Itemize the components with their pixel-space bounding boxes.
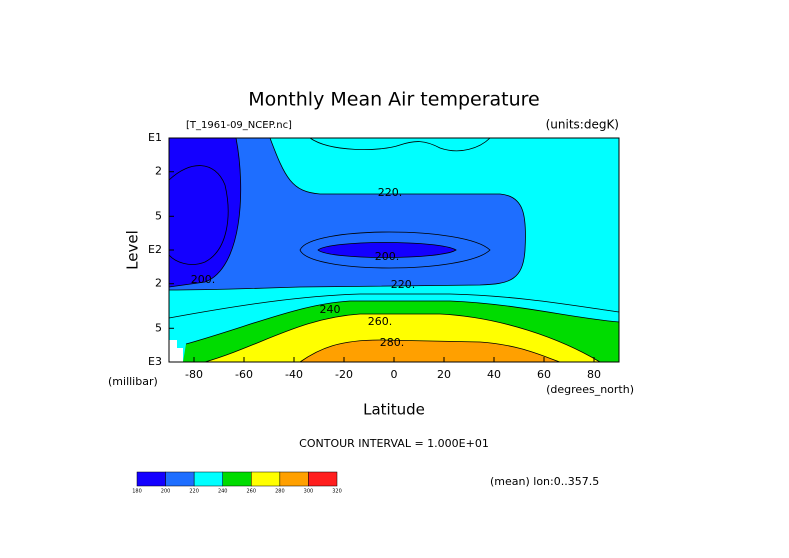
contour-line (309, 137, 491, 152)
region (300, 340, 560, 362)
colorbar-box (251, 471, 281, 487)
contour-line (299, 339, 561, 363)
contour-label: 280. (380, 336, 405, 349)
contour-line (317, 242, 457, 258)
x-tick-label: 40 (487, 368, 501, 381)
y-tick-label: E1 (148, 131, 162, 144)
x-tick-label: -60 (235, 368, 253, 381)
x-axis-label: Latitude (363, 401, 425, 419)
contour-label: 200. (375, 250, 400, 263)
contour-label: 240 (320, 303, 341, 316)
colorbar-label: 260 (247, 489, 257, 495)
contour-line (204, 313, 601, 363)
y-tick-label: 5 (155, 209, 162, 222)
contour-line (168, 293, 620, 319)
colorbar-box (136, 471, 166, 487)
contour-line (299, 231, 491, 269)
contour-interval: CONTOUR INTERVAL = 1.000E+01 (299, 437, 489, 450)
colorbar-label: 300 (304, 489, 314, 495)
colorbar-label: 240 (218, 489, 228, 495)
units: (units:degK) (546, 118, 619, 132)
contour-lines (168, 137, 620, 363)
x-tick-label: 60 (537, 368, 551, 381)
colorbar-label: 280 (275, 489, 285, 495)
contour-label: 200. (191, 273, 216, 286)
contour-line (168, 165, 229, 265)
y-tick-label: 2 (155, 277, 162, 290)
colorbar-box (165, 471, 195, 487)
missing-region (169, 340, 183, 362)
x-tick-label: 0 (391, 368, 398, 381)
x-tick-label: -40 (285, 368, 303, 381)
colorbar-label: 320 (332, 489, 342, 495)
contour-line (185, 300, 620, 345)
contour-line (168, 137, 242, 288)
contour-fill (169, 138, 619, 362)
contour-label: 220. (378, 186, 403, 199)
colorbar-label: 200 (161, 489, 171, 495)
y-unit: (millibar) (108, 375, 158, 388)
y-tick-label: 5 (155, 321, 162, 334)
colorbar-box (222, 471, 252, 487)
colorbar-box (308, 471, 338, 487)
x-tick-label: -80 (185, 368, 203, 381)
colorbar-box (193, 471, 223, 487)
x-tick-label: -20 (335, 368, 353, 381)
annotation: (mean) lon:0..357.5 (490, 475, 599, 488)
contour-line (168, 137, 526, 291)
region (318, 242, 456, 258)
colorbar-box (279, 471, 309, 487)
y-tick-label: 2 (155, 165, 162, 178)
x-tick-label: 20 (437, 368, 451, 381)
x-tick-label: 80 (587, 368, 601, 381)
y-tick-label: E3 (148, 355, 162, 368)
colorbar-label: 180 (132, 489, 142, 495)
x-unit: (degrees_north) (546, 383, 634, 396)
y-tick-label: E2 (148, 243, 162, 256)
subtitle: [T_1961-09_NCEP.nc] (186, 120, 292, 131)
region (169, 138, 241, 287)
contour-label: 220. (391, 278, 416, 291)
chart-title: Monthly Mean Air temperature (248, 89, 539, 111)
y-axis-label: Level (124, 230, 142, 270)
contour-label: 260. (368, 315, 393, 328)
colorbar-label: 220 (189, 489, 199, 495)
